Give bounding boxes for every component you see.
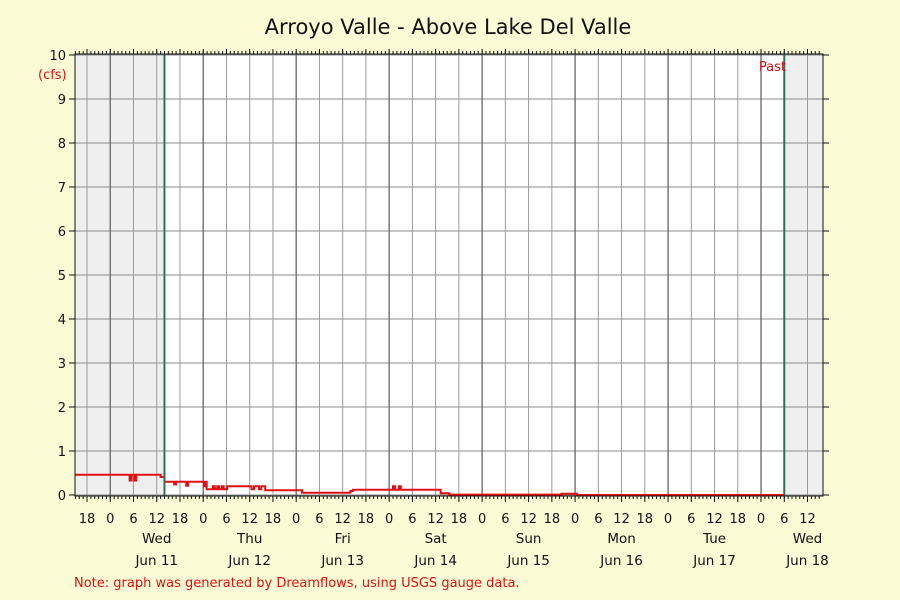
x-tick-label: 6	[315, 512, 323, 527]
x-tick-label: 12	[706, 512, 723, 527]
x-tick-label: 18	[544, 512, 561, 527]
x-tick-label: 0	[478, 512, 486, 527]
x-tick-label: 12	[520, 512, 537, 527]
x-tick-label: 0	[664, 512, 672, 527]
x-tick-label: 12	[613, 512, 630, 527]
x-tick-label: 6	[222, 512, 230, 527]
x-tick-label: 12	[427, 512, 444, 527]
day-date-label: Jun 14	[413, 553, 457, 569]
y-tick-label: 1	[58, 445, 66, 460]
day-date-label: Jun 11	[134, 553, 178, 569]
x-tick-label: 12	[241, 512, 258, 527]
footnote: Note: graph was generated by Dreamflows,…	[74, 576, 520, 591]
x-tick-label: 6	[687, 512, 695, 527]
past-label: Past	[759, 60, 786, 75]
day-weekday-label: Mon	[607, 531, 635, 547]
x-tick-label: 6	[594, 512, 602, 527]
x-tick-label: 0	[385, 512, 393, 527]
x-tick-label: 12	[148, 512, 165, 527]
x-tick-label: 6	[408, 512, 416, 527]
grid	[75, 54, 823, 496]
day-date-label: Jun 16	[599, 553, 643, 569]
x-tick-label: 0	[757, 512, 765, 527]
y-tick-label: 6	[58, 225, 66, 240]
y-tick-label: 4	[58, 313, 66, 328]
x-tick-label: 18	[172, 512, 189, 527]
y-tick-label: 7	[58, 181, 66, 196]
x-tick-label: 18	[451, 512, 468, 527]
y-tick-label: 8	[58, 137, 66, 152]
y-tick-label: 0	[58, 489, 66, 504]
plot-border	[74, 53, 824, 497]
day-weekday-label: Wed	[793, 531, 822, 547]
x-tick-label: 6	[129, 512, 137, 527]
x-tick-label: 18	[637, 512, 654, 527]
day-date-label: Jun 15	[506, 553, 550, 569]
x-tick-label: 18	[358, 512, 375, 527]
x-tick-label: 0	[106, 512, 114, 527]
day-date-label: Jun 17	[692, 553, 736, 569]
day-weekday-label: Sat	[425, 531, 447, 547]
x-tick-label: 0	[571, 512, 579, 527]
x-tick-label: 18	[79, 512, 96, 527]
flow-series-line	[75, 473, 785, 496]
x-tick-label: 12	[334, 512, 351, 527]
chart-title: Arroyo Valle - Above Lake Del Valle	[265, 15, 632, 39]
y-tick-label: 10	[49, 49, 66, 64]
y-tick-label: 2	[58, 401, 66, 416]
x-tick-label: 18	[265, 512, 282, 527]
day-weekday-label: Tue	[702, 531, 726, 547]
day-weekday-label: Sun	[516, 531, 542, 547]
day-date-label: Jun 13	[320, 553, 364, 569]
x-tick-label: 12	[799, 512, 816, 527]
x-tick-label: 18	[730, 512, 747, 527]
x-tick-label: 6	[501, 512, 509, 527]
series-layer	[75, 473, 785, 496]
day-weekday-label: Thu	[236, 531, 262, 547]
y-unit-label: (cfs)	[38, 68, 67, 83]
x-tick-label: 6	[780, 512, 788, 527]
day-weekday-label: Wed	[142, 531, 171, 547]
y-tick-label: 9	[58, 93, 66, 108]
day-date-label: Jun 12	[227, 553, 271, 569]
x-tick-label: 0	[199, 512, 207, 527]
x-tick-label: 0	[292, 512, 300, 527]
y-tick-label: 3	[58, 357, 66, 372]
day-weekday-label: Fri	[335, 531, 351, 547]
day-date-label: Jun 18	[785, 553, 829, 569]
y-tick-label: 5	[58, 269, 66, 284]
plot-frame	[69, 49, 829, 502]
